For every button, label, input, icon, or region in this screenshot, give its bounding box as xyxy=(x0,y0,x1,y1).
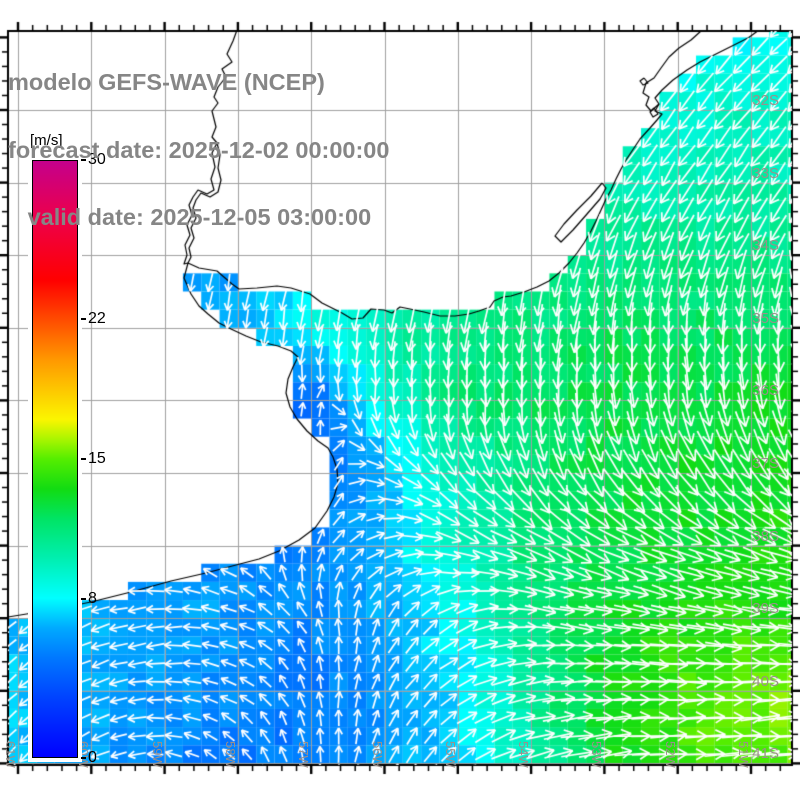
lon-label: 51W xyxy=(736,740,751,768)
map-title: modelo GEFS-WAVE (NCEP) forecast date: 2… xyxy=(8,26,389,274)
title-forecast-date-line: forecast date: 2025-12-02 00:00:00 xyxy=(8,136,390,163)
lat-label: 34S xyxy=(752,237,779,255)
colorbar-tick xyxy=(81,318,86,321)
title-valid-date-line: valid date: 2025-12-05 03:00:00 xyxy=(8,204,372,230)
colorbar-tick xyxy=(81,757,86,759)
colorbar-tick xyxy=(81,458,86,460)
lon-label: 58W xyxy=(222,740,238,768)
lon-label: 61W xyxy=(3,740,18,768)
colorbar-tick-label: 30 xyxy=(88,151,106,168)
lat-label: 40S xyxy=(752,672,779,690)
lon-label: 53W xyxy=(589,740,605,768)
title-model-line: modelo GEFS-WAVE (NCEP) xyxy=(8,69,325,95)
lon-label: 55W xyxy=(442,740,458,768)
lat-label: 36S xyxy=(752,382,779,400)
colorbar-tick xyxy=(81,597,86,600)
lat-label: 33S xyxy=(752,164,779,182)
lat-label: 32S xyxy=(752,92,779,109)
lon-label: 57W xyxy=(296,740,312,768)
lat-label: 37S xyxy=(752,455,779,472)
lat-label: 41S xyxy=(752,745,779,763)
lon-label: 52W xyxy=(662,740,678,768)
colorbar-tick-label: 15 xyxy=(88,450,106,467)
lat-label: 35S xyxy=(752,309,779,327)
lon-label: 54W xyxy=(516,740,532,768)
colorbar-tick xyxy=(81,159,86,161)
lon-label: 59W xyxy=(149,740,165,768)
colorbar-gradient xyxy=(32,160,78,758)
colorbar-unit-label: [m/s] xyxy=(30,132,63,149)
colorbar xyxy=(28,156,82,762)
lat-label: 38S xyxy=(752,527,779,545)
colorbar-tick-label: 8 xyxy=(88,589,97,607)
colorbar-tick-label: 22 xyxy=(88,310,106,328)
colorbar-tick-label: 0 xyxy=(88,749,97,766)
lat-label: 39S xyxy=(752,600,779,618)
lon-label: 56W xyxy=(369,740,385,768)
